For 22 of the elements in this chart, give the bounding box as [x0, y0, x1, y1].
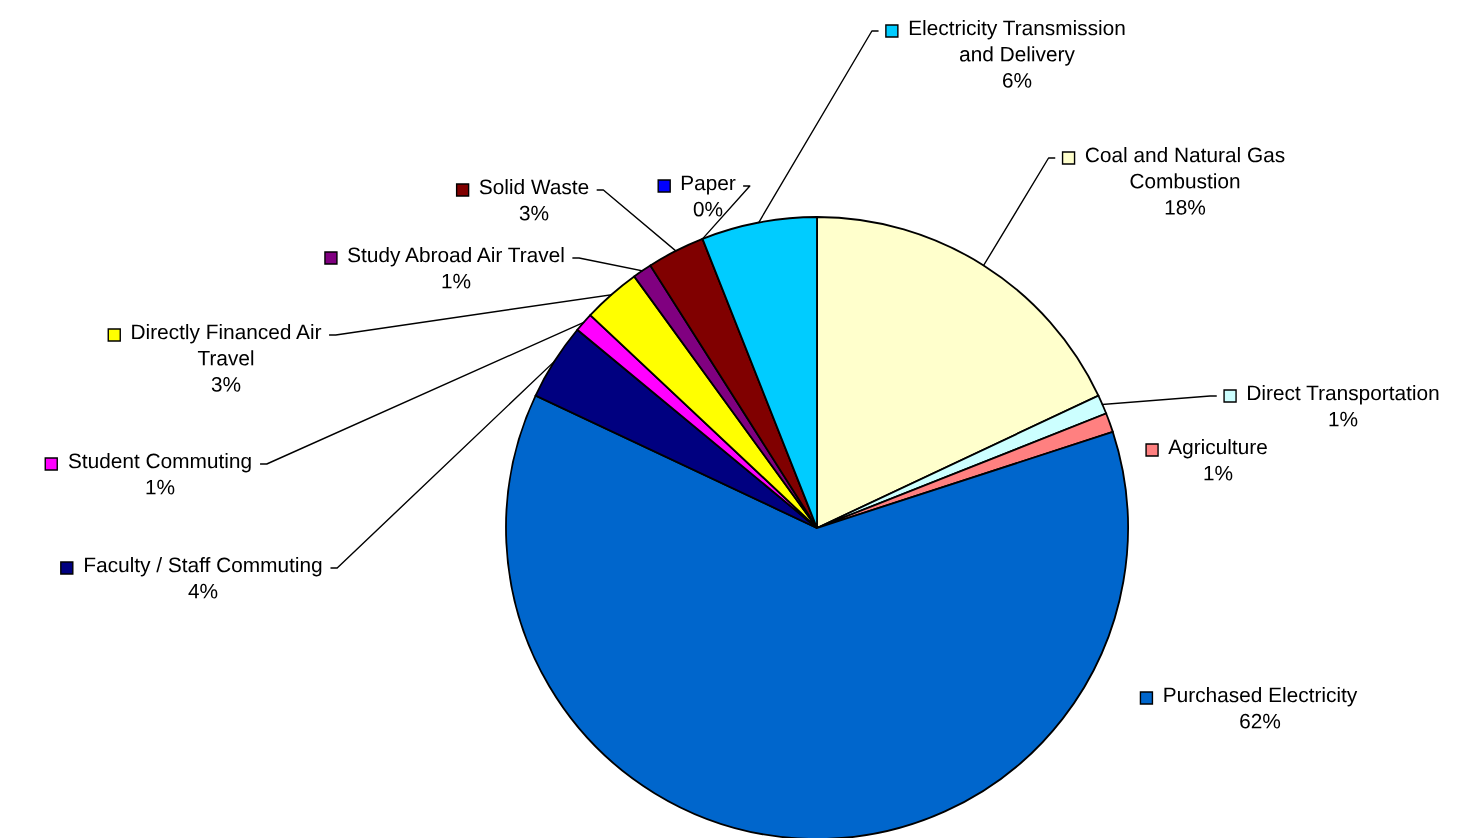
legend-label: Purchased Electricity [1164, 687, 1358, 707]
text: 0% [693, 201, 723, 217]
legend-label: Student Commuting [68, 453, 251, 473]
data-label: 6% [1003, 72, 1032, 88]
legend-label: Paper [681, 175, 736, 195]
legend-label: Electricity Transmission and Delivery [909, 20, 1125, 66]
legend-label: Agriculture [1168, 439, 1267, 459]
data-label: 1% [1329, 411, 1358, 427]
data-label: 3% [211, 376, 241, 392]
legend-label: Faculty / Staff Commuting [85, 557, 322, 577]
legend-label: Solid Waste [479, 179, 589, 195]
legend-label: Direct Transportation [1248, 385, 1439, 405]
data-label: 4% [188, 583, 218, 599]
data-label: 3% [519, 205, 549, 221]
legend-label: Directly Financed Air Travel [132, 324, 322, 366]
data-label: 62% [1240, 713, 1281, 729]
legend-label: Coal and Natural Gas Combustion [1085, 147, 1285, 189]
data-label: 18% [1165, 199, 1206, 215]
data-label: 1% [442, 273, 471, 289]
data-label: 1% [146, 479, 175, 495]
data-label: 1% [1204, 465, 1233, 481]
legend-label: Study Abroad Air Travel [348, 247, 564, 267]
